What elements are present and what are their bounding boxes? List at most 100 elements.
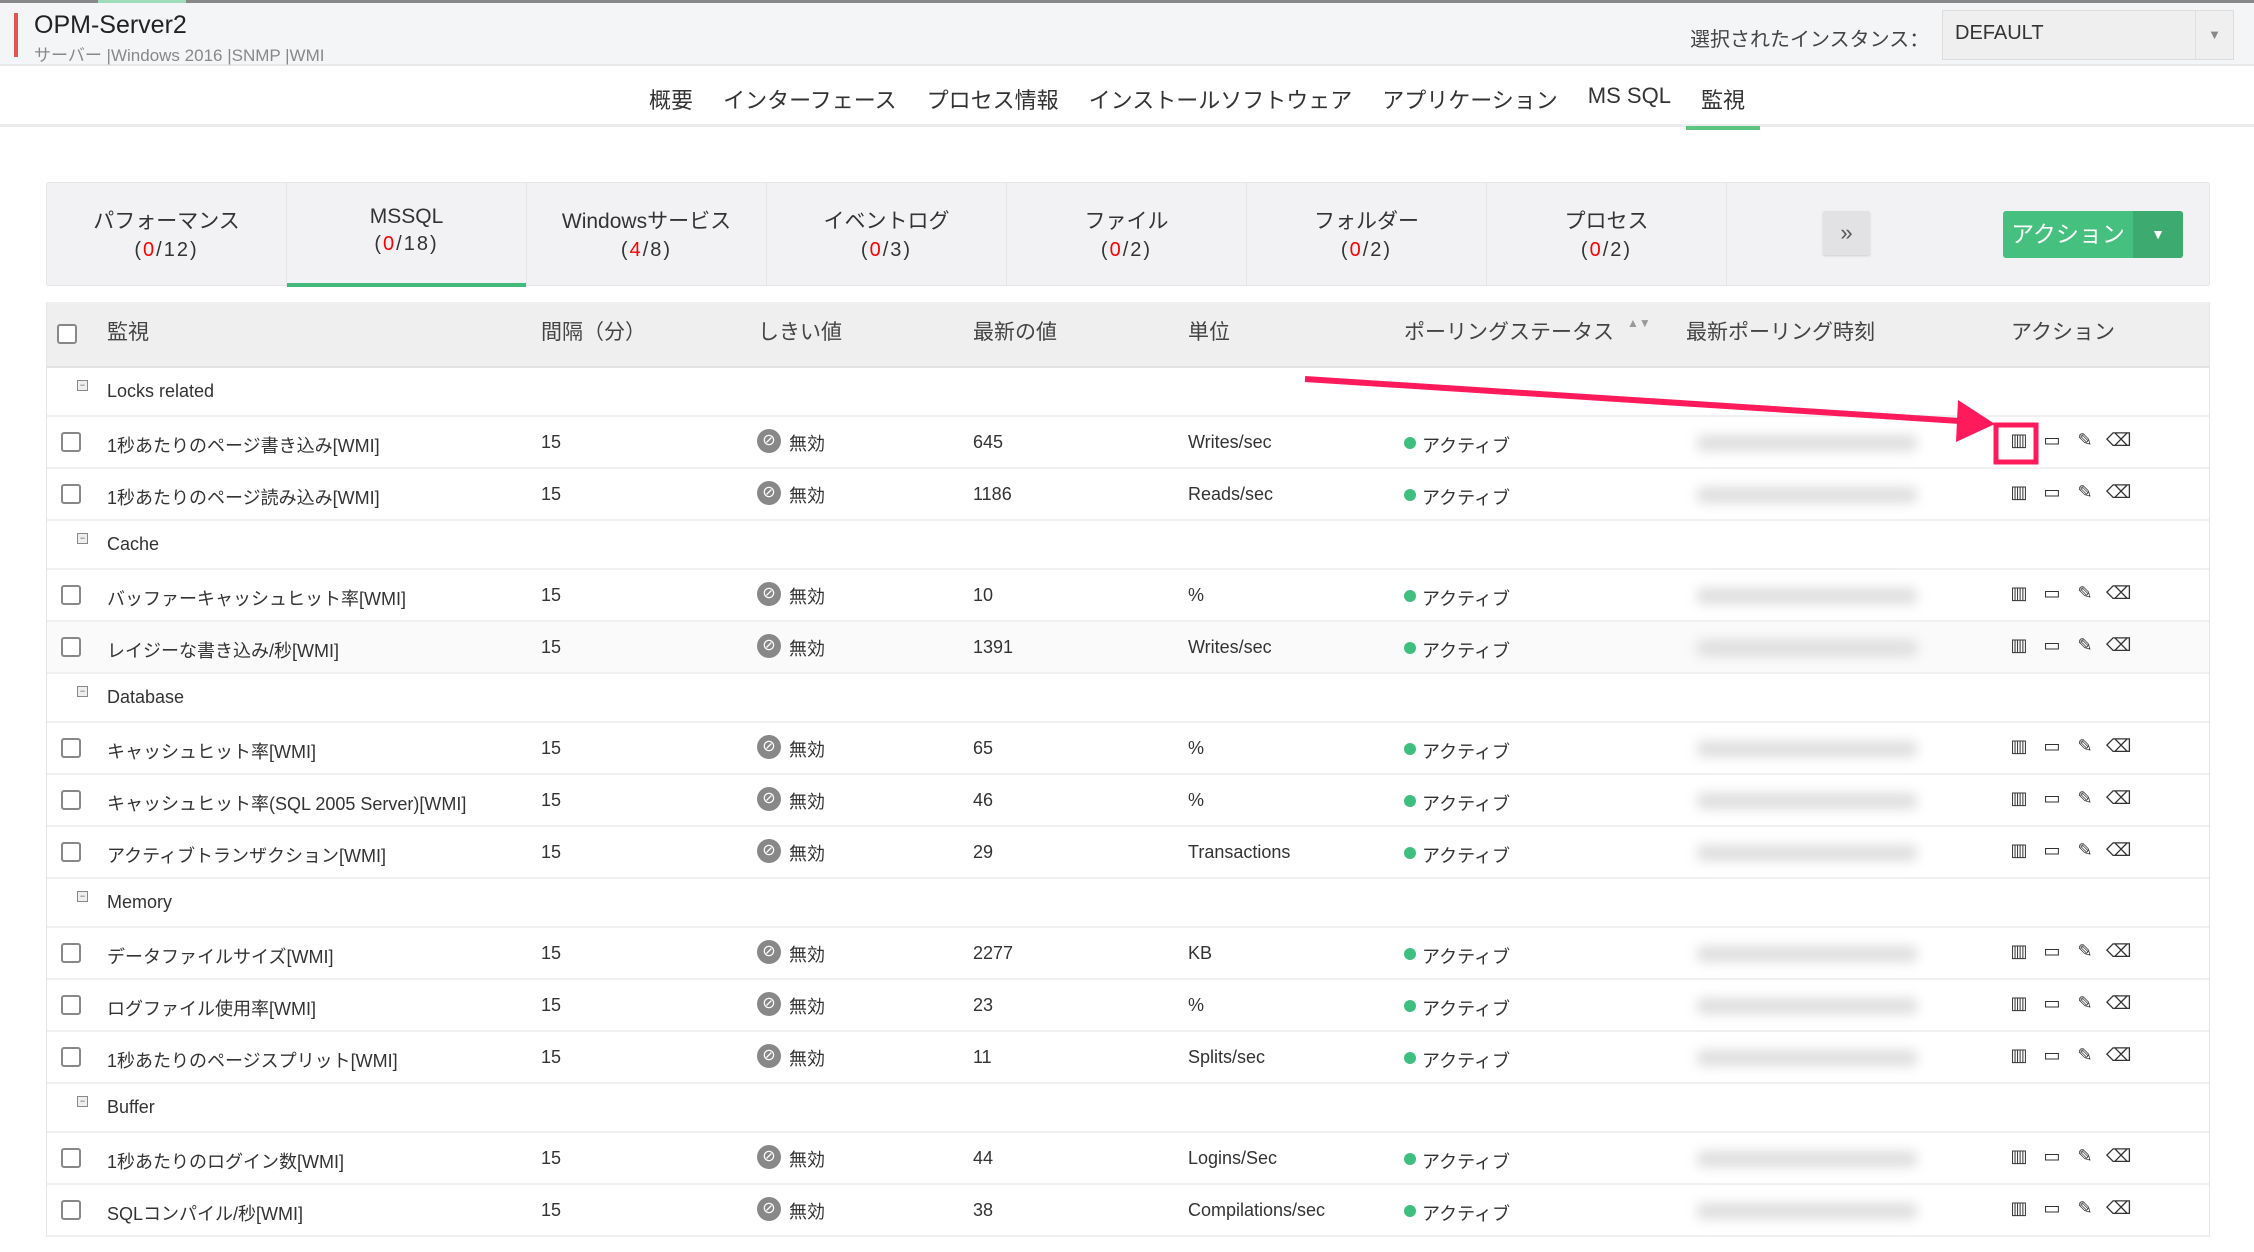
chart-icon[interactable]: ▥ <box>2010 1198 2028 1218</box>
collapse-icon[interactable]: − <box>77 686 88 697</box>
chart-icon[interactable]: ▥ <box>2010 736 2028 756</box>
threshold[interactable]: 無効 <box>789 486 825 506</box>
row-checkbox[interactable] <box>61 943 81 963</box>
delete-icon[interactable]: ⌫ <box>2106 788 2132 808</box>
sort-icon[interactable]: ▲▼ <box>1627 316 1651 330</box>
monitor-name[interactable]: バッファーキャッシュヒット率[WMI] <box>107 589 406 609</box>
row-checkbox[interactable] <box>61 995 81 1015</box>
collapse-icon[interactable]: − <box>77 380 88 391</box>
delete-icon[interactable]: ⌫ <box>2106 635 2132 655</box>
edit-icon[interactable]: ✎ <box>2077 1198 2093 1218</box>
delete-icon[interactable]: ⌫ <box>2106 583 2132 603</box>
row-checkbox[interactable] <box>61 432 81 452</box>
delete-icon[interactable]: ⌫ <box>2106 482 2132 502</box>
edit-icon[interactable]: ✎ <box>2077 840 2093 860</box>
collapse-icon[interactable]: − <box>77 1096 88 1107</box>
delete-icon[interactable]: ⌫ <box>2106 736 2132 756</box>
monitor-tab[interactable]: Windowsサービス (4/8) <box>527 183 767 285</box>
nav-tab[interactable]: インターフェース <box>723 88 897 113</box>
monitor-name[interactable]: 1秒あたりのページ書き込み[WMI] <box>107 436 380 456</box>
monitor-tab[interactable]: プロセス (0/2) <box>1487 183 1727 285</box>
monitor-icon[interactable]: ▭ <box>2043 1045 2061 1065</box>
threshold[interactable]: 無効 <box>789 997 825 1017</box>
delete-icon[interactable]: ⌫ <box>2106 840 2132 860</box>
monitor-name[interactable]: レイジーな書き込み/秒[WMI] <box>107 641 339 661</box>
nav-tab[interactable]: MS SQL <box>1587 83 1671 108</box>
edit-icon[interactable]: ✎ <box>2077 736 2093 756</box>
col-threshold[interactable]: しきい値 <box>758 321 842 344</box>
nav-tab[interactable]: インストールソフトウェア <box>1088 88 1353 113</box>
monitor-name[interactable]: 1秒あたりのログイン数[WMI] <box>107 1152 344 1172</box>
collapse-icon[interactable]: − <box>77 891 88 902</box>
collapse-icon[interactable]: − <box>77 533 88 544</box>
chart-icon[interactable]: ▥ <box>2010 788 2028 808</box>
threshold[interactable]: 無効 <box>789 1049 825 1069</box>
edit-icon[interactable]: ✎ <box>2077 941 2093 961</box>
col-monitor[interactable]: 監視 <box>107 321 149 344</box>
caret-down-icon[interactable]: ▼ <box>2133 211 2183 258</box>
delete-icon[interactable]: ⌫ <box>2106 1045 2132 1065</box>
threshold[interactable]: 無効 <box>789 434 825 454</box>
delete-icon[interactable]: ⌫ <box>2106 1198 2132 1218</box>
row-checkbox[interactable] <box>61 585 81 605</box>
chart-icon[interactable]: ▥ <box>2010 635 2028 655</box>
chart-icon[interactable]: ▥ <box>2010 840 2028 860</box>
monitor-tab[interactable]: イベントログ (0/3) <box>767 183 1007 285</box>
threshold[interactable]: 無効 <box>789 792 825 812</box>
monitor-name[interactable]: キャッシュヒット率[WMI] <box>107 742 316 762</box>
col-last-polled[interactable]: 最新ポーリング時刻 <box>1686 321 1875 344</box>
monitor-tab[interactable]: パフォーマンス (0/12) <box>47 183 287 285</box>
threshold[interactable]: 無効 <box>789 639 825 659</box>
nav-tab[interactable]: アプリケーション <box>1382 88 1558 113</box>
instance-select[interactable]: DEFAULT ▼ <box>1942 10 2234 60</box>
chart-icon[interactable]: ▥ <box>2010 1146 2028 1166</box>
threshold[interactable]: 無効 <box>789 1150 825 1170</box>
monitor-icon[interactable]: ▭ <box>2043 788 2061 808</box>
monitor-icon[interactable]: ▭ <box>2043 1198 2061 1218</box>
action-button[interactable]: アクション ▼ <box>2003 211 2183 258</box>
col-unit[interactable]: 単位 <box>1188 321 1230 344</box>
monitor-icon[interactable]: ▭ <box>2043 840 2061 860</box>
chart-icon[interactable]: ▥ <box>2010 1045 2028 1065</box>
col-latest-value[interactable]: 最新の値 <box>973 321 1057 344</box>
monitor-icon[interactable]: ▭ <box>2043 482 2061 502</box>
monitor-tab[interactable]: ファイル (0/2) <box>1007 183 1247 285</box>
monitor-tab[interactable]: フォルダー (0/2) <box>1247 183 1487 285</box>
monitor-name[interactable]: アクティブトランザクション[WMI] <box>107 846 387 866</box>
row-checkbox[interactable] <box>61 637 81 657</box>
delete-icon[interactable]: ⌫ <box>2106 430 2132 450</box>
threshold[interactable]: 無効 <box>789 1202 825 1222</box>
monitor-name[interactable]: ログファイル使用率[WMI] <box>107 999 316 1019</box>
monitor-name[interactable]: 1秒あたりのページスプリット[WMI] <box>107 1051 398 1071</box>
monitor-name[interactable]: SQLコンパイル/秒[WMI] <box>107 1204 304 1224</box>
monitor-name[interactable]: データファイルサイズ[WMI] <box>107 947 334 967</box>
edit-icon[interactable]: ✎ <box>2077 993 2093 1013</box>
row-checkbox[interactable] <box>61 1047 81 1067</box>
monitor-icon[interactable]: ▭ <box>2043 1146 2061 1166</box>
row-checkbox[interactable] <box>61 484 81 504</box>
chart-icon[interactable]: ▥ <box>2010 941 2028 961</box>
chart-icon[interactable]: ▥ <box>2010 583 2028 603</box>
nav-tab[interactable]: 監視 <box>1685 66 1760 130</box>
edit-icon[interactable]: ✎ <box>2077 1045 2093 1065</box>
row-checkbox[interactable] <box>61 842 81 862</box>
chart-icon[interactable]: ▥ <box>2010 430 2028 450</box>
edit-icon[interactable]: ✎ <box>2077 430 2093 450</box>
monitor-name[interactable]: 1秒あたりのページ読み込み[WMI] <box>107 488 380 508</box>
row-checkbox[interactable] <box>61 738 81 758</box>
edit-icon[interactable]: ✎ <box>2077 788 2093 808</box>
col-interval[interactable]: 間隔（分） <box>541 321 646 344</box>
threshold[interactable]: 無効 <box>789 844 825 864</box>
edit-icon[interactable]: ✎ <box>2077 482 2093 502</box>
monitor-icon[interactable]: ▭ <box>2043 583 2061 603</box>
monitor-name[interactable]: キャッシュヒット率(SQL 2005 Server)[WMI] <box>107 794 467 814</box>
threshold[interactable]: 無効 <box>789 740 825 760</box>
edit-icon[interactable]: ✎ <box>2077 635 2093 655</box>
nav-tab[interactable]: プロセス情報 <box>926 88 1059 113</box>
chart-icon[interactable]: ▥ <box>2010 482 2028 502</box>
chart-icon[interactable]: ▥ <box>2010 993 2028 1013</box>
delete-icon[interactable]: ⌫ <box>2106 993 2132 1013</box>
edit-icon[interactable]: ✎ <box>2077 1146 2093 1166</box>
threshold[interactable]: 無効 <box>789 945 825 965</box>
monitor-tab[interactable]: MSSQL (0/18) <box>287 183 527 287</box>
